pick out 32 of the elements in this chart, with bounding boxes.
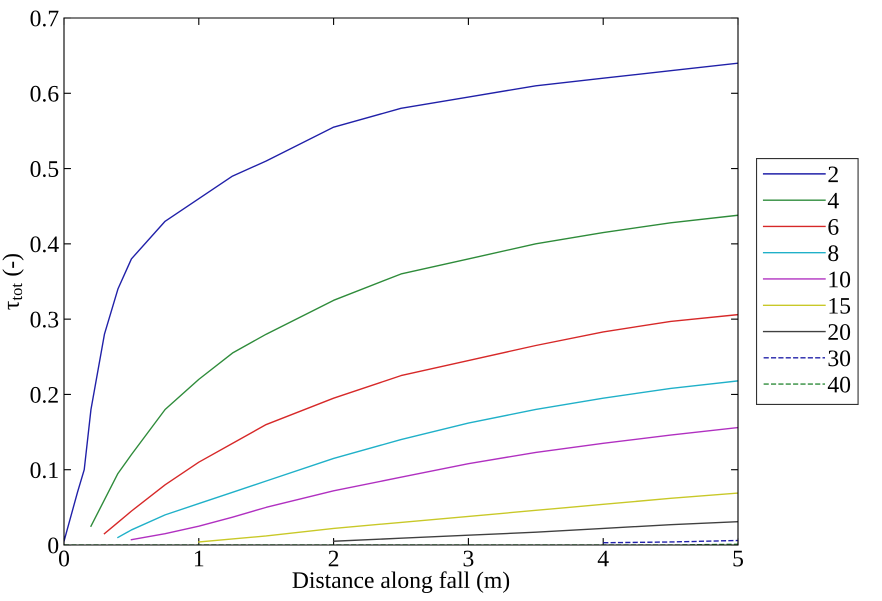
legend-label: 2	[828, 166, 838, 182]
x-tick-label: 5	[733, 550, 743, 566]
line-series	[130, 426, 738, 540]
legend-label: 20	[828, 324, 850, 340]
y-axis-title: τ$_{tot}$ (-)	[2, 254, 24, 310]
x-tick-label: 4	[598, 550, 609, 566]
line-series	[104, 314, 738, 534]
legend-label: 40	[828, 376, 850, 393]
legend-label: 15	[829, 298, 850, 314]
x-tick-label: 0	[58, 550, 70, 566]
y-tick-label: 0.7	[30, 10, 58, 27]
y-tick-label: 0.5	[30, 161, 58, 178]
legend-label: 8	[828, 245, 838, 262]
y-tick-label: 0.4	[30, 236, 59, 252]
x-tick-label: 2	[328, 550, 338, 566]
line-series	[90, 214, 738, 527]
legend-label: 4	[828, 192, 839, 208]
y-tick-label: 0.6	[30, 86, 58, 102]
x-tick-label: 1	[194, 550, 204, 566]
legend-label: 30	[828, 350, 850, 366]
x-tick-label: 3	[464, 550, 474, 566]
x-axis-title: Distance along fall (m)	[292, 571, 510, 593]
y-tick-label: 0.3	[30, 312, 58, 328]
legend-label: 6	[828, 219, 838, 235]
y-tick-label: 0	[48, 537, 58, 554]
line-series	[198, 492, 738, 543]
line-series	[332, 520, 738, 542]
legend-label: 10	[829, 272, 850, 288]
line-series	[64, 62, 738, 542]
y-tick-label: 0.2	[30, 386, 58, 403]
line-series	[117, 380, 738, 538]
y-tick-label: 0.1	[30, 462, 58, 478]
